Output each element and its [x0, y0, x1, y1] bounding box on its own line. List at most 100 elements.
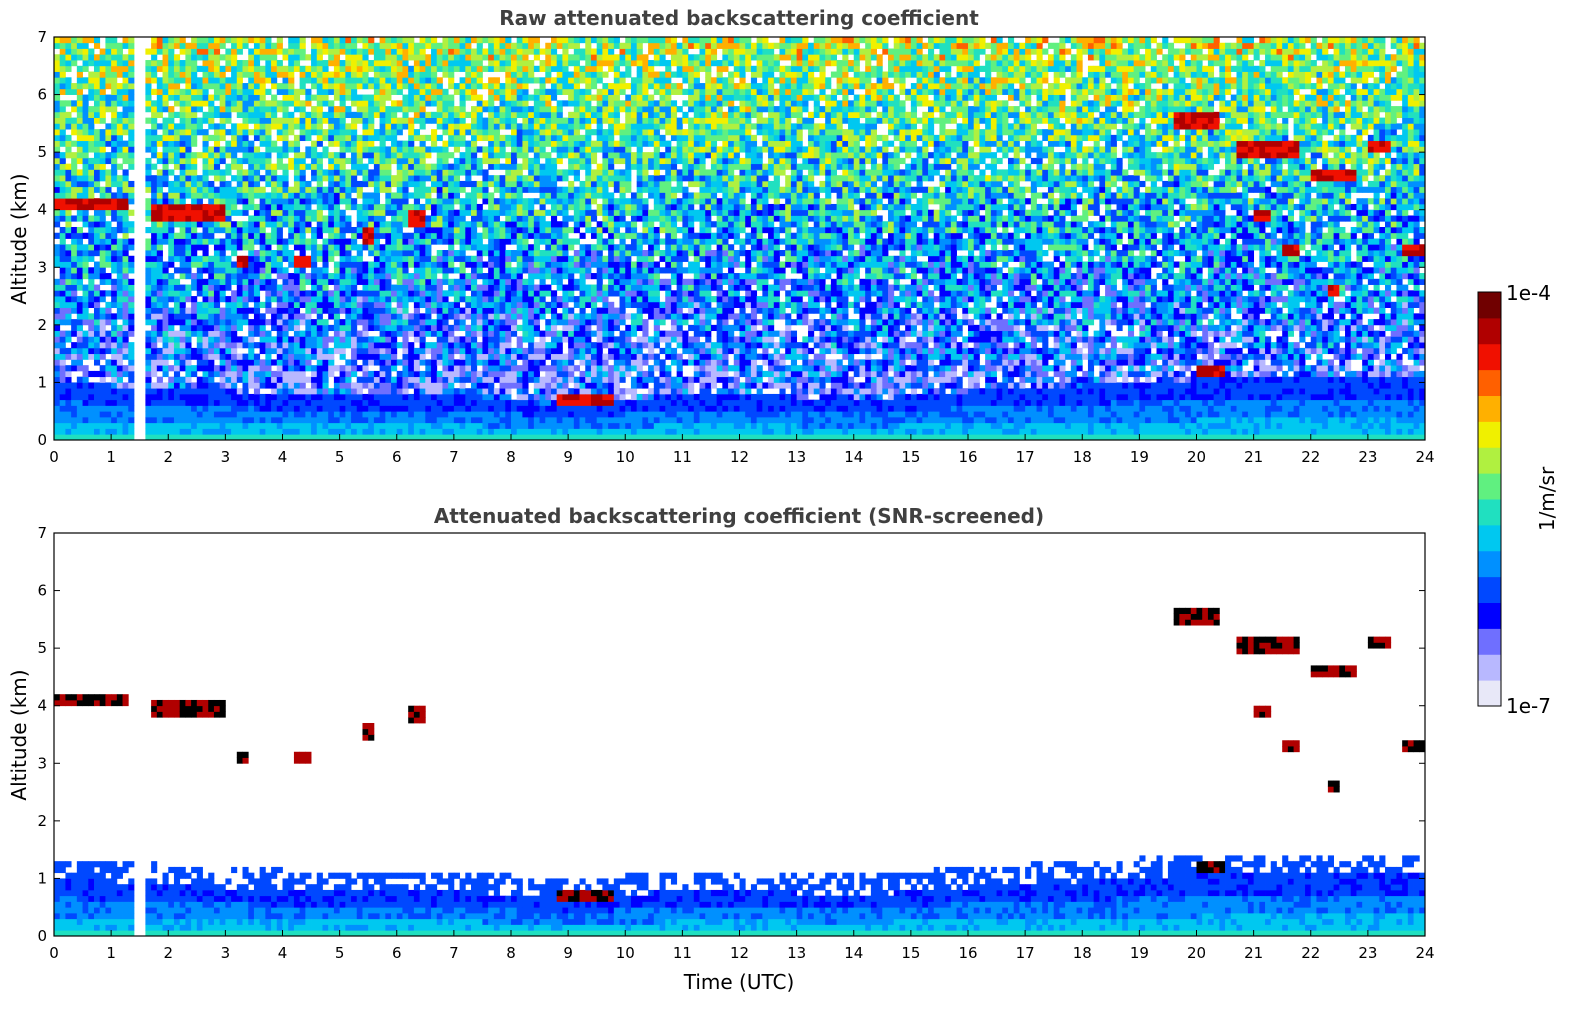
heat-cell: [185, 313, 192, 320]
heat-cell: [436, 175, 443, 182]
heat-cell: [431, 94, 438, 101]
heat-cell: [465, 65, 472, 72]
heat-cell: [459, 226, 466, 234]
heat-cell: [356, 134, 363, 142]
heat-cell: [402, 388, 409, 395]
heat-cell: [185, 324, 192, 332]
heat-cell: [448, 399, 455, 406]
heat-cell: [265, 123, 272, 130]
heat-cell: [333, 416, 341, 424]
heat-cell: [505, 71, 512, 78]
heat-cell: [488, 152, 495, 159]
heat-cell: [368, 301, 375, 308]
heat-cell: [305, 296, 312, 303]
heat-cell: [65, 180, 72, 188]
heat-cell: [351, 301, 358, 308]
heat-cell: [402, 37, 409, 44]
heat-cell: [465, 48, 472, 55]
heat-cell: [145, 342, 152, 349]
heat-cell: [213, 416, 221, 424]
heat-cell: [316, 399, 323, 406]
heat-cell: [311, 319, 318, 326]
heat-cell: [93, 284, 101, 291]
heat-cell: [225, 226, 232, 234]
heat-cell: [293, 238, 301, 245]
heat-cell: [231, 301, 238, 308]
heat-cell: [59, 238, 66, 245]
heat-cell: [71, 422, 78, 429]
heat-cell: [276, 422, 283, 429]
heat-cell: [322, 175, 329, 182]
heat-cell: [276, 203, 283, 211]
heat-cell: [413, 60, 420, 67]
heat-cell: [351, 422, 358, 429]
heat-cell: [505, 100, 512, 107]
heat-cell: [93, 94, 101, 101]
heat-cell: [345, 71, 352, 78]
heat-cell: [162, 100, 169, 107]
heat-cell: [88, 244, 95, 251]
heat-cell: [156, 175, 163, 182]
heat-cell: [408, 94, 415, 101]
heat-cell: [459, 313, 466, 320]
heat-cell: [413, 48, 420, 55]
heat-cell: [122, 238, 129, 245]
heat-cell: [179, 180, 186, 188]
heat-cell: [476, 307, 483, 314]
heat-cell: [345, 54, 352, 61]
heat-cell: [282, 250, 289, 257]
heat-cell: [65, 261, 72, 268]
heat-cell: [425, 307, 432, 314]
heat-cell: [111, 290, 118, 297]
heat-cell: [65, 393, 72, 401]
heat-cell: [196, 416, 203, 424]
heat-cell: [471, 37, 478, 44]
heat-cell: [476, 111, 483, 118]
heat-cell: [276, 273, 283, 280]
heat-cell: [316, 232, 323, 239]
heat-cell: [265, 416, 272, 424]
heat-cell: [111, 48, 118, 55]
heat-cell: [82, 175, 89, 182]
heat-cell: [128, 65, 135, 72]
heat-cell: [208, 261, 215, 268]
heat-cell: [511, 359, 518, 366]
heat-cell: [156, 422, 163, 429]
heat-cell: [425, 203, 432, 211]
heat-cell: [173, 365, 181, 372]
heat-cell: [282, 152, 289, 159]
heat-cell: [425, 186, 432, 193]
heat-cell: [413, 405, 420, 412]
heat-cell: [213, 336, 221, 343]
heat-cell: [59, 65, 66, 72]
heat-cell: [299, 301, 306, 308]
heat-cell: [185, 319, 192, 326]
heat-cell: [231, 388, 238, 395]
heat-cell: [265, 347, 272, 355]
heat-cell: [448, 238, 455, 245]
heat-cell: [54, 284, 61, 291]
heat-cell: [54, 434, 61, 441]
heat-cell: [208, 123, 215, 130]
heat-cell: [511, 123, 518, 130]
heat-cell: [476, 290, 483, 297]
heat-cell: [396, 330, 403, 337]
heat-cell: [191, 192, 198, 199]
heat-cell: [362, 307, 369, 314]
heat-cell: [505, 422, 512, 429]
heat-cell: [213, 301, 221, 308]
heat-cell: [242, 88, 249, 95]
heat-cell: [276, 65, 283, 72]
heat-cell: [311, 278, 318, 285]
heat-cell: [482, 342, 489, 349]
heat-cell: [248, 37, 255, 44]
heat-cell: [442, 203, 449, 211]
heat-cell: [191, 370, 198, 378]
heat-cell: [391, 330, 398, 337]
heat-cell: [288, 129, 295, 136]
heat-cell: [145, 146, 152, 153]
heat-cell: [299, 203, 306, 211]
heat-cell: [219, 428, 226, 435]
heat-cell: [316, 163, 323, 170]
heat-cell: [339, 307, 346, 314]
